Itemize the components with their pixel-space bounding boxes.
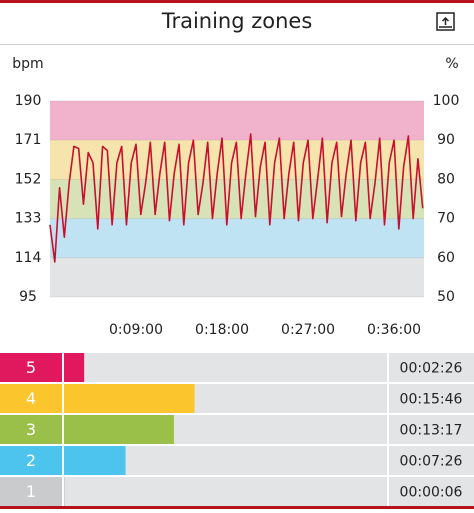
header-title: Training zones — [161, 9, 313, 33]
zone-number: 4 — [26, 389, 36, 408]
y-axis-label: bpm — [12, 56, 43, 72]
y2-tick-label: 50 — [437, 289, 455, 305]
y-tick-label: 171 — [15, 132, 42, 148]
zone-band — [50, 257, 424, 297]
zone-badge — [0, 415, 62, 444]
zone-bar — [64, 446, 126, 475]
x-tick-label: 0:36:00 — [367, 322, 421, 338]
x-tick-label: 0:27:00 — [281, 322, 335, 338]
y2-tick-label: 100 — [433, 93, 460, 109]
zone-time: 00:07:26 — [400, 454, 463, 470]
y2-tick-label: 80 — [437, 171, 455, 187]
zone-band — [50, 218, 424, 258]
zone-badge — [0, 477, 62, 506]
export-arrow — [439, 16, 452, 28]
y-tick-label: 152 — [15, 171, 42, 187]
zone-time: 00:02:26 — [400, 361, 463, 377]
zone-time-box — [389, 353, 474, 382]
zone-badge — [0, 384, 62, 413]
y2-tick-label: 70 — [437, 211, 455, 227]
y2-axis-label: % — [445, 56, 458, 72]
y-tick-label: 114 — [15, 250, 42, 266]
zone-time-box — [389, 477, 474, 506]
zone-time: 00:15:46 — [400, 392, 463, 408]
top-accent — [0, 0, 474, 3]
zone-time: 00:13:17 — [400, 423, 463, 439]
zone-time-box — [389, 415, 474, 444]
y-tick-label: 133 — [15, 211, 42, 227]
x-tick-label: 0:18:00 — [195, 322, 249, 338]
zone-bar — [64, 415, 174, 444]
zone-number: 5 — [26, 358, 36, 377]
y-tick-label: 95 — [19, 289, 37, 305]
zone-time: 00:00:06 — [400, 485, 463, 501]
zone-track — [64, 353, 387, 382]
y-tick-label: 190 — [15, 93, 42, 109]
zone-time-box — [389, 384, 474, 413]
export-button[interactable] — [436, 12, 455, 31]
bottom-accent — [0, 506, 474, 509]
export-icon — [436, 12, 455, 31]
zone-band — [50, 101, 424, 141]
zone-bar — [64, 477, 65, 506]
header-divider — [0, 44, 474, 45]
zone-badge — [0, 446, 62, 475]
zone-bar — [64, 384, 195, 413]
y2-tick-label: 60 — [437, 250, 455, 266]
zone-number: 1 — [26, 482, 36, 501]
y2-tick-label: 90 — [437, 132, 455, 148]
heart-rate-line — [49, 133, 424, 263]
zone-bar — [64, 353, 85, 382]
zone-number: 2 — [26, 451, 36, 470]
zone-number: 3 — [26, 420, 36, 439]
zone-badge — [0, 353, 62, 382]
zone-time-box — [389, 446, 474, 475]
x-tick-label: 0:09:00 — [109, 322, 163, 338]
zone-track — [64, 477, 387, 506]
